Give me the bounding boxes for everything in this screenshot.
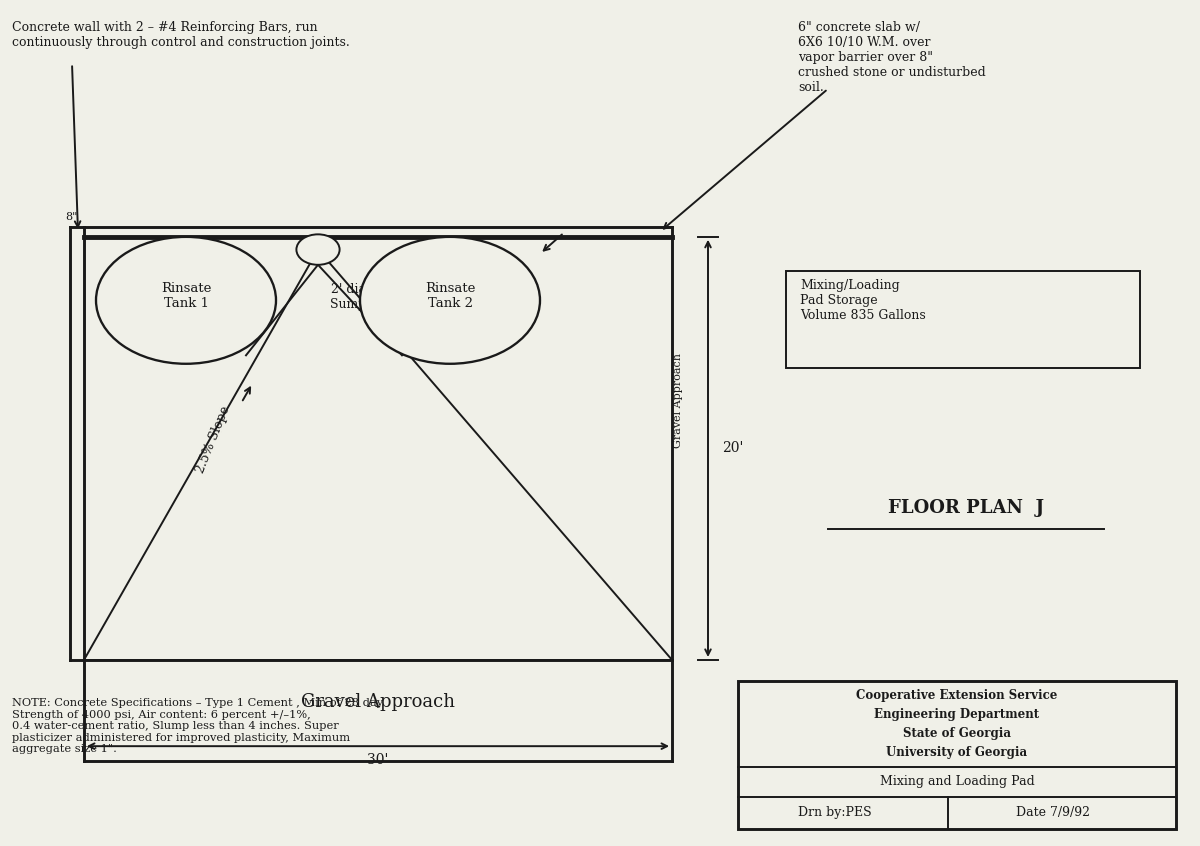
- Text: 2.5% Slope: 2.5% Slope: [193, 404, 233, 475]
- Text: Mixing/Loading
Pad Storage
Volume 835 Gallons: Mixing/Loading Pad Storage Volume 835 Ga…: [800, 279, 926, 322]
- Text: FLOOR PLAN  J: FLOOR PLAN J: [888, 498, 1044, 517]
- Text: 6" concrete slab w/
6X6 10/10 W.M. over
vapor barrier over 8"
crushed stone or u: 6" concrete slab w/ 6X6 10/10 W.M. over …: [798, 21, 985, 94]
- Text: Rinsate
Tank 2: Rinsate Tank 2: [425, 282, 475, 310]
- Text: Gravel Approach: Gravel Approach: [673, 354, 683, 448]
- Text: Gravel Approach: Gravel Approach: [301, 693, 455, 711]
- Text: 8": 8": [66, 212, 78, 222]
- Text: Mixing and Loading Pad: Mixing and Loading Pad: [880, 775, 1034, 788]
- Text: Drn by:PES: Drn by:PES: [798, 806, 871, 819]
- Circle shape: [296, 234, 340, 265]
- Text: Date 7/9/92: Date 7/9/92: [1016, 806, 1091, 819]
- Text: 30': 30': [367, 753, 389, 767]
- Text: 2' dia
Sump: 2' dia Sump: [330, 283, 366, 311]
- Bar: [738, 681, 1176, 829]
- Text: NOTE: Concrete Specifications – Type 1 Cement , Min of 28 day
Strength of 4000 p: NOTE: Concrete Specifications – Type 1 C…: [12, 698, 383, 755]
- Text: Rinsate
Tank 1: Rinsate Tank 1: [161, 282, 211, 310]
- Text: Cooperative Extension Service
Engineering Department
State of Georgia
University: Cooperative Extension Service Engineerin…: [857, 689, 1057, 759]
- Text: Concrete wall with 2 – #4 Reinforcing Bars, run
continuously through control and: Concrete wall with 2 – #4 Reinforcing Ba…: [12, 21, 349, 49]
- Circle shape: [96, 237, 276, 364]
- Circle shape: [360, 237, 540, 364]
- Bar: [786, 271, 1140, 368]
- Text: 20': 20': [722, 442, 744, 455]
